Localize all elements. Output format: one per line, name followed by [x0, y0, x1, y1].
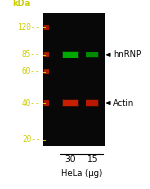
Bar [63, 100, 78, 106]
Bar [43, 70, 50, 74]
Text: 20--: 20-- [22, 135, 40, 144]
Text: 40--: 40-- [22, 98, 40, 108]
Bar [63, 52, 78, 58]
Bar [44, 69, 49, 74]
Text: 30: 30 [65, 155, 76, 164]
Text: 85--: 85-- [22, 50, 40, 59]
Bar [43, 25, 50, 30]
Bar [86, 52, 98, 57]
Bar [86, 99, 99, 107]
Bar [44, 100, 49, 106]
Text: Actin: Actin [113, 98, 135, 108]
Bar [43, 13, 105, 146]
Bar [44, 52, 49, 57]
Bar [43, 53, 50, 57]
Text: 60--: 60-- [22, 67, 40, 76]
Bar [43, 100, 50, 106]
Bar [62, 51, 79, 58]
Text: 15: 15 [87, 155, 98, 164]
Text: hnRNP: hnRNP [113, 50, 141, 59]
Text: kDa: kDa [12, 0, 30, 8]
Text: 120--: 120-- [17, 23, 41, 32]
Bar [86, 52, 99, 58]
Bar [44, 25, 49, 30]
Bar [86, 100, 98, 106]
Text: HeLa (µg): HeLa (µg) [61, 169, 102, 178]
Bar [62, 99, 79, 107]
